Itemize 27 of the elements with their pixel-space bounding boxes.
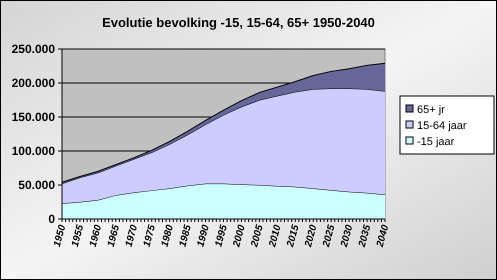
chart-title: Evolutie bevolking -15, 15-64, 65+ 1950-2040 [102,15,375,30]
x-tick-label: 2035 [356,223,374,250]
y-tick-label: 150.000 [12,110,56,124]
x-tick-label: 2025 [320,223,338,250]
legend-label: 15-64 jaar [417,120,467,132]
x-tick-label: 1980 [160,223,176,248]
x-tick-label: 1990 [195,223,212,248]
y-tick-label: 100.000 [12,144,56,158]
x-tick-label: 1975 [142,223,158,248]
x-tick-label: 2015 [284,223,302,250]
x-tick-label: 2020 [302,223,320,250]
x-tick-label: 1965 [106,223,122,248]
x-tick-label: 2000 [231,223,248,250]
x-tick-label: 1985 [178,223,194,248]
x-tick-label: 1995 [213,223,230,248]
x-tick-label: 2005 [249,223,266,250]
y-tick-label: 200.000 [12,76,56,90]
legend-label: -15 jaar [417,136,455,148]
x-tick-label: 2040 [374,223,392,250]
x-tick-label: 2010 [266,223,284,250]
x-tick-label: 1970 [124,223,140,248]
y-tick-label: 250.000 [12,42,56,56]
x-tick-label: 1955 [70,223,86,248]
y-tick-label: 50.000 [18,178,56,192]
x-tick-label: 2030 [338,223,356,250]
legend-label: 65+ jr [417,104,446,116]
x-tick-label: 1960 [88,223,104,248]
